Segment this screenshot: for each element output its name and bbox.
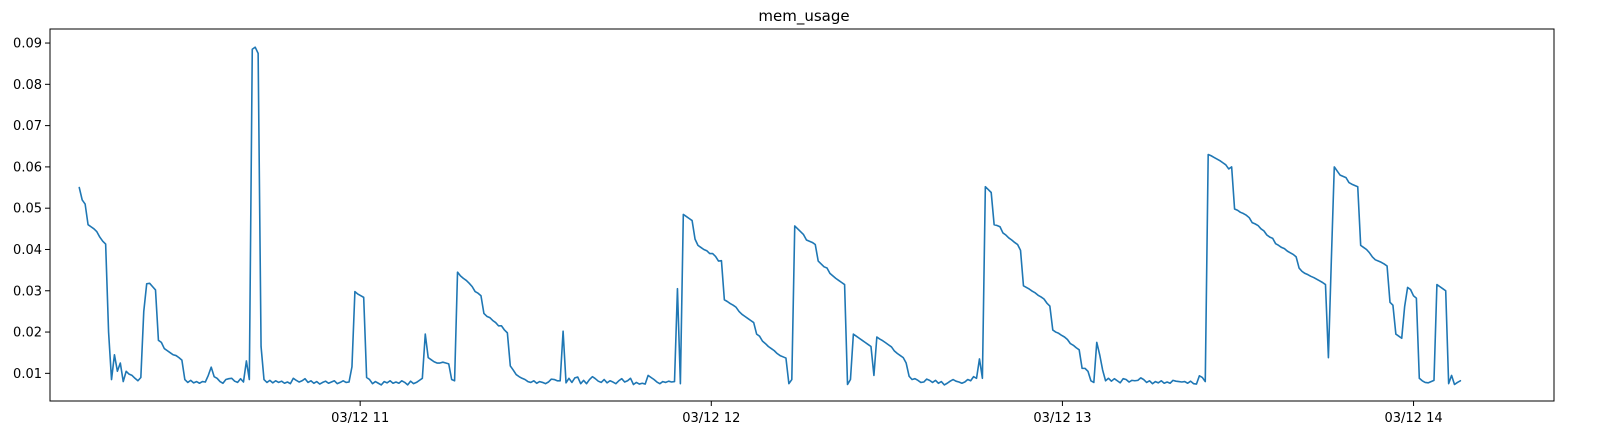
y-tick-label: 0.06 [13, 160, 42, 175]
x-tick-label: 03/12 12 [682, 411, 740, 426]
y-tick-label: 0.07 [13, 119, 42, 134]
y-tick-label: 0.01 [13, 367, 42, 382]
x-tick-label: 03/12 13 [1033, 411, 1091, 426]
y-tick-label: 0.05 [13, 202, 42, 217]
series-layer [78, 46, 1462, 386]
y-axis: 0.01 0.02 0.03 0.04 0.05 0.06 0.07 0.08 0.09 [13, 37, 50, 382]
plot-frame [49, 28, 1555, 402]
x-axis: 03/12 11 03/12 12 03/12 13 03/12 14 [331, 401, 1443, 426]
chart-title: mem_usage [758, 7, 849, 26]
series-line-0 [78, 46, 1462, 386]
y-tick-label: 0.09 [13, 37, 42, 52]
y-tick-label: 0.03 [13, 284, 42, 299]
x-tick-label: 03/12 14 [1384, 411, 1442, 426]
y-tick-label: 0.02 [13, 326, 42, 341]
y-tick-label: 0.04 [13, 243, 42, 258]
y-tick-label: 0.08 [13, 78, 42, 93]
x-tick-label: 03/12 11 [331, 411, 389, 426]
